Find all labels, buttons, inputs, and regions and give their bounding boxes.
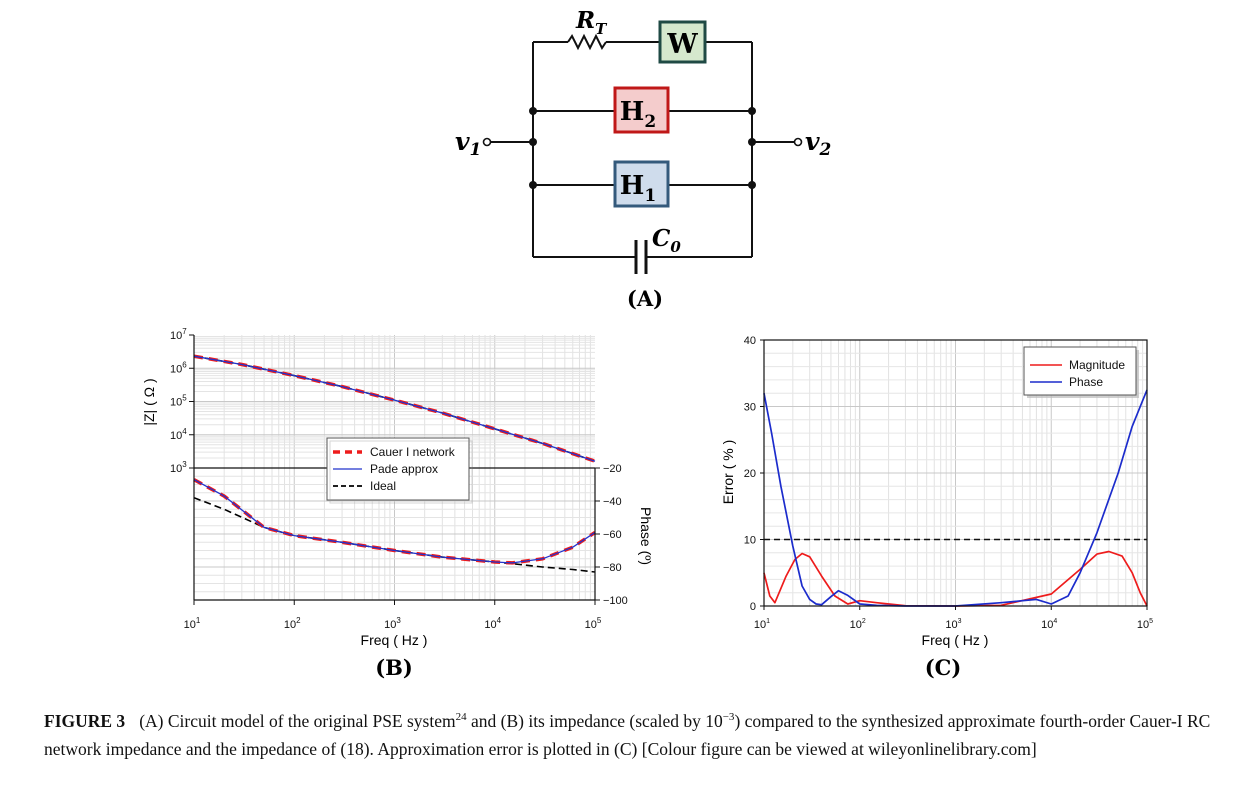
w-label: W bbox=[666, 29, 698, 60]
c0-label: C0 bbox=[652, 225, 681, 256]
x-tick-label: 103 bbox=[945, 618, 961, 631]
legend-c: Magnitude Phase bbox=[1023, 346, 1139, 398]
x-tick-label: 101 bbox=[184, 616, 201, 631]
caption-text-1: (A) Circuit model of the original PSE sy… bbox=[139, 711, 456, 731]
y-tick-label: 107 bbox=[170, 327, 187, 342]
y-tick-label: 30 bbox=[744, 402, 756, 414]
figure-caption: FIGURE 3 (A) Circuit model of the origina… bbox=[44, 707, 1234, 763]
legend-b: Cauer I network Pade approx Ideal bbox=[326, 437, 473, 504]
y-tick-label: 104 bbox=[170, 427, 187, 442]
caption-text-2: and (B) its impedance (scaled by 10 bbox=[466, 711, 723, 731]
h2-label: H2 bbox=[620, 97, 656, 132]
terminal-v1 bbox=[482, 137, 492, 147]
legend-label-pade: Pade approx bbox=[370, 462, 438, 476]
terminal-v2 bbox=[793, 137, 803, 147]
series-pade-magnitude bbox=[193, 355, 596, 462]
y-tick-label: 0 bbox=[750, 601, 756, 613]
impedance-chart: 101 102 103 104 105 103 104 105 106 107 −20 −40 −60 −… bbox=[141, 327, 654, 680]
junction-node bbox=[529, 181, 537, 189]
rt-label: RT bbox=[575, 7, 608, 38]
legend-label-ideal: Ideal bbox=[370, 479, 396, 493]
y-tick-label: 106 bbox=[170, 360, 187, 375]
x-tick-label: 102 bbox=[284, 616, 301, 631]
h2-box bbox=[613, 86, 670, 134]
v1-label: v1 bbox=[455, 127, 481, 160]
figure-label: FIGURE 3 bbox=[44, 711, 126, 731]
h1-box bbox=[613, 160, 670, 208]
phase-tick-label: −80 bbox=[603, 562, 622, 574]
legend-label-magnitude: Magnitude bbox=[1069, 358, 1125, 372]
h1-label: H1 bbox=[620, 171, 656, 206]
b-xlabel: Freq ( Hz ) bbox=[361, 632, 428, 648]
x-tick-label: 101 bbox=[754, 618, 770, 631]
error-chart: 101 102 103 104 105 0 10 20 30 40 Magnitude Phase… bbox=[720, 335, 1153, 680]
caption-text-3: ) compared to the synthesized approximat… bbox=[44, 711, 1211, 759]
panel-b-label: (B) bbox=[375, 655, 413, 680]
junction-node bbox=[529, 138, 537, 146]
junction-node bbox=[529, 107, 537, 115]
panel-c-label: (C) bbox=[925, 655, 962, 680]
caption-ref-sup: 24 bbox=[455, 711, 467, 724]
phase-tick-label: −40 bbox=[603, 496, 622, 508]
y-tick-label: 10 bbox=[744, 535, 756, 547]
legend-label-phase: Phase bbox=[1069, 375, 1103, 389]
series-magnitude-error bbox=[763, 550, 1148, 607]
legend-label-cauer: Cauer I network bbox=[370, 445, 456, 459]
caption-exp-sup: −3 bbox=[722, 711, 735, 724]
resistor-rt bbox=[567, 33, 607, 51]
phase-tick-label: −60 bbox=[603, 529, 622, 541]
series-phase-error bbox=[763, 389, 1148, 607]
panel-a-label: (A) bbox=[627, 286, 663, 311]
b-ylabel-left: |Z| ( Ω ) bbox=[141, 378, 157, 425]
x-tick-label: 104 bbox=[1041, 618, 1057, 631]
junction-node bbox=[748, 107, 756, 115]
x-tick-label: 104 bbox=[484, 616, 501, 631]
x-tick-label: 105 bbox=[1137, 618, 1153, 631]
series-pade-phase bbox=[193, 479, 596, 564]
y-tick-label: 105 bbox=[170, 394, 187, 409]
y-tick-label: 103 bbox=[170, 460, 187, 475]
x-tick-label: 105 bbox=[585, 616, 602, 631]
c-ylabel: Error ( % ) bbox=[720, 440, 736, 505]
c-xlabel: Freq ( Hz ) bbox=[922, 632, 989, 648]
x-tick-label: 102 bbox=[850, 618, 866, 631]
x-tick-label: 103 bbox=[384, 616, 401, 631]
junction-node bbox=[748, 138, 756, 146]
y-tick-label: 40 bbox=[744, 335, 756, 347]
v2-label: v2 bbox=[805, 127, 832, 160]
w-box bbox=[658, 20, 707, 64]
b-ylabel-right: Phase (º) bbox=[638, 507, 654, 565]
phase-tick-label: −20 bbox=[603, 463, 622, 475]
phase-tick-label: −100 bbox=[603, 595, 628, 607]
y-tick-label: 20 bbox=[744, 468, 756, 480]
junction-node bbox=[748, 181, 756, 189]
circuit-diagram: W H2 H1 RT C0 v1 v2 (A) bbox=[455, 7, 832, 311]
